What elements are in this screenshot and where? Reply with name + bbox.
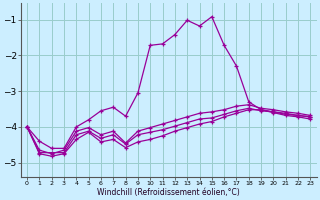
X-axis label: Windchill (Refroidissement éolien,°C): Windchill (Refroidissement éolien,°C) bbox=[97, 188, 240, 197]
